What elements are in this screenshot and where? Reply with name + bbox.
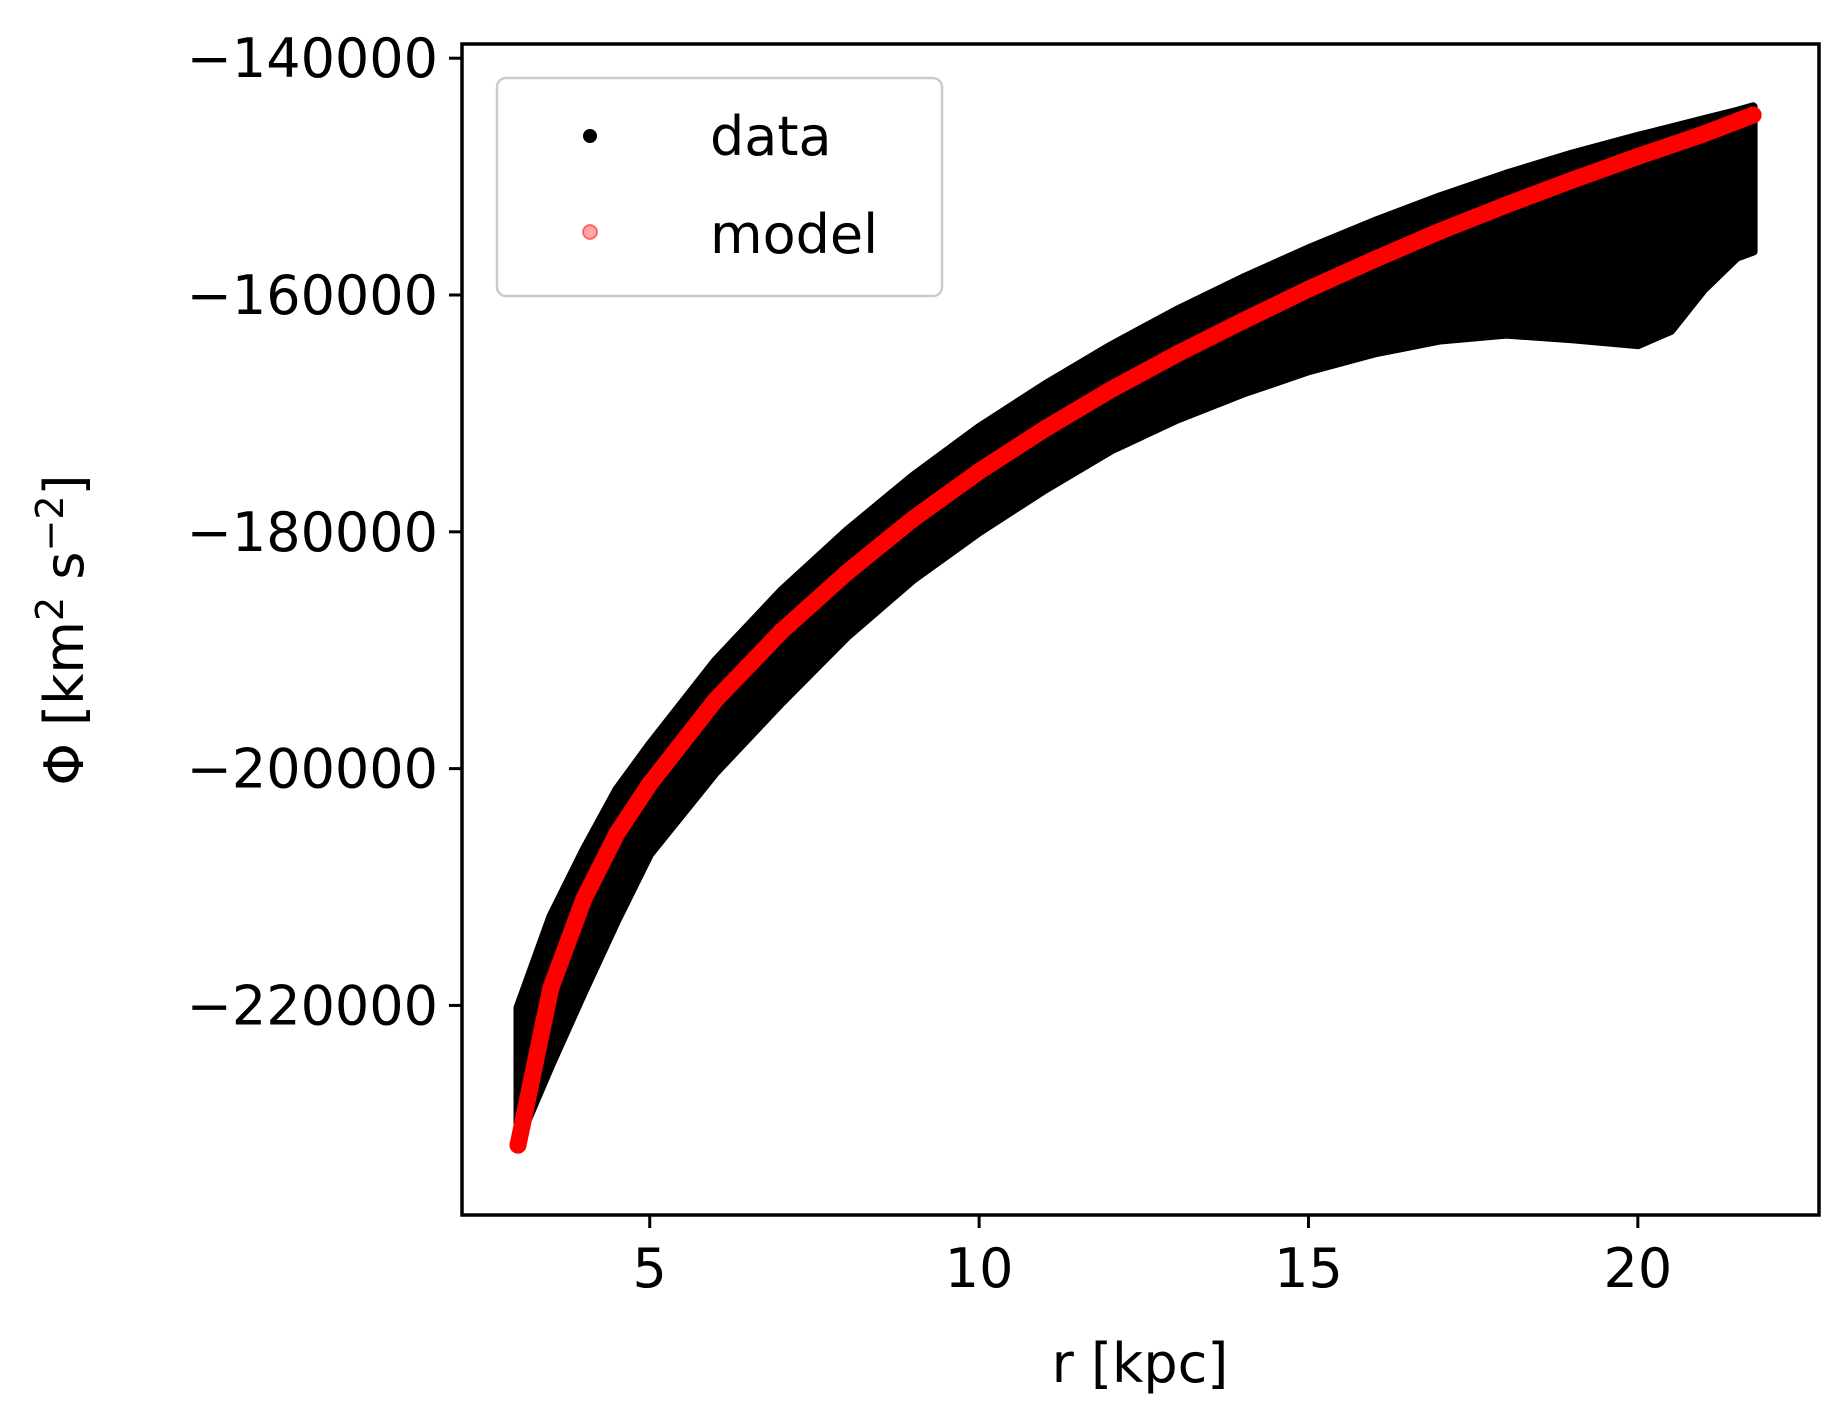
data-band-layer [513,102,1758,1147]
model-point [1744,106,1762,124]
y-tick-label: −140000 [187,27,438,90]
y-tick-label: −180000 [187,501,438,564]
model-point [1234,312,1252,330]
legend: data model [495,76,944,298]
x-tick-label: 10 [945,1237,1014,1300]
y-tick-label: −220000 [187,974,438,1037]
model-point [641,775,659,793]
x-tick-label: 5 [633,1237,667,1300]
model-point [904,510,922,528]
y-axis-label-base: Φ [km [33,621,96,786]
model-point [608,825,626,843]
y-axis-label-end: ] [33,474,96,495]
model-series-line [509,106,1762,1154]
model-point [1168,345,1186,363]
y-tick-label: −200000 [187,738,438,801]
legend-box [495,76,944,298]
model-point [1102,381,1120,399]
model-point [542,979,560,997]
y-axis-label-sup2: −2 [28,495,72,551]
model-series-layer [509,106,1762,1154]
model-point [838,563,856,581]
model-point [1695,125,1713,143]
model-point [1629,148,1647,165]
model-point [1036,420,1054,438]
legend-marker-model [582,224,598,240]
model-point [1497,196,1515,214]
model-point [1365,251,1383,268]
model-point [1563,171,1581,189]
legend-marker-data [583,129,597,143]
x-axis-label: r [kpc] [1052,1332,1229,1395]
y-axis-ticks: −140000 −160000 −180000 −200000 −220000 [187,27,462,1037]
y-axis-label: Φ [km2 s−2] [28,474,96,785]
model-point [707,691,725,709]
plot-frame [460,42,1821,1217]
x-axis-ticks: 5 10 15 20 [633,1215,1672,1300]
model-point [509,1136,527,1154]
y-tick-label: −160000 [187,264,438,327]
model-point [773,622,790,640]
legend-label-data: data [710,105,832,168]
y-axis-label-mid: s [33,551,96,596]
model-point [1431,222,1449,240]
legend-label-model: model [710,203,878,266]
x-tick-label: 20 [1603,1237,1672,1300]
model-point [575,890,593,908]
x-tick-label: 15 [1274,1237,1343,1300]
model-point [1300,280,1317,298]
model-point [970,462,988,480]
y-axis-label-sup1: 2 [28,597,72,621]
data-series-band [513,102,1758,1147]
